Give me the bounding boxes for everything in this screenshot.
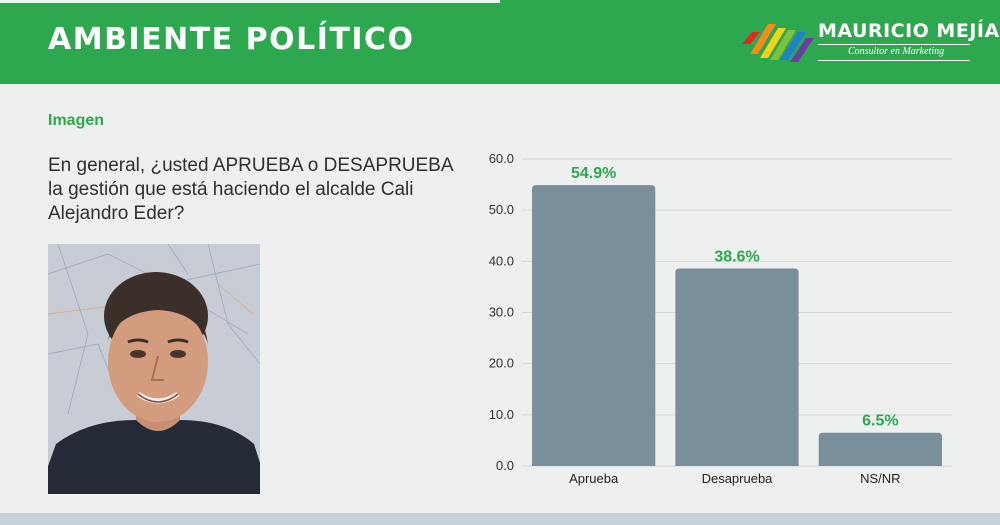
y-tick-label: 0.0 (496, 458, 514, 473)
brand-tagline: Consultor en Marketing (848, 46, 945, 57)
x-tick-label: Desaprueba (702, 471, 774, 486)
y-tick-label: 30.0 (489, 305, 514, 320)
data-label: 6.5% (862, 413, 898, 430)
brand-rule (818, 44, 970, 45)
x-tick-label: Aprueba (569, 471, 619, 486)
x-tick-label: NS/NR (860, 471, 900, 486)
bar-chart: 0.0 10.0 20.0 30.0 40.0 50.0 60.0 54.9% Aprueba 3… (489, 151, 952, 486)
data-label: 54.9% (571, 165, 616, 182)
y-tick-label: 20.0 (489, 356, 514, 371)
portrait-photo (48, 244, 260, 494)
y-tick-label: 60.0 (489, 151, 514, 166)
y-tick-label: 40.0 (489, 253, 514, 268)
survey-question: En general, ¿usted APRUEBA o DESAPRUEBA … (48, 155, 453, 224)
y-tick-label: 50.0 (489, 202, 514, 217)
bar-desaprueba (675, 268, 799, 466)
footer-bar (0, 513, 1000, 525)
brand-rule-bottom (818, 60, 970, 61)
brand-name: MAURICIO MEJÍA (818, 20, 1000, 42)
bar-ns-nr (818, 432, 942, 466)
header-top-line (0, 0, 500, 3)
page-title: AMBIENTE POLÍTICO (48, 22, 415, 57)
y-tick-label: 10.0 (489, 407, 514, 422)
header-banner: AMBIENTE POLÍTICO MAURICIO MEJÍA Consult… (0, 0, 1000, 84)
data-label: 38.6% (714, 248, 759, 265)
section-label: Imagen (48, 112, 105, 129)
brand-logo: MAURICIO MEJÍA Consultor en Marketing (740, 18, 999, 66)
bar-aprueba (532, 185, 656, 466)
brand-stripes-icon (742, 24, 814, 62)
